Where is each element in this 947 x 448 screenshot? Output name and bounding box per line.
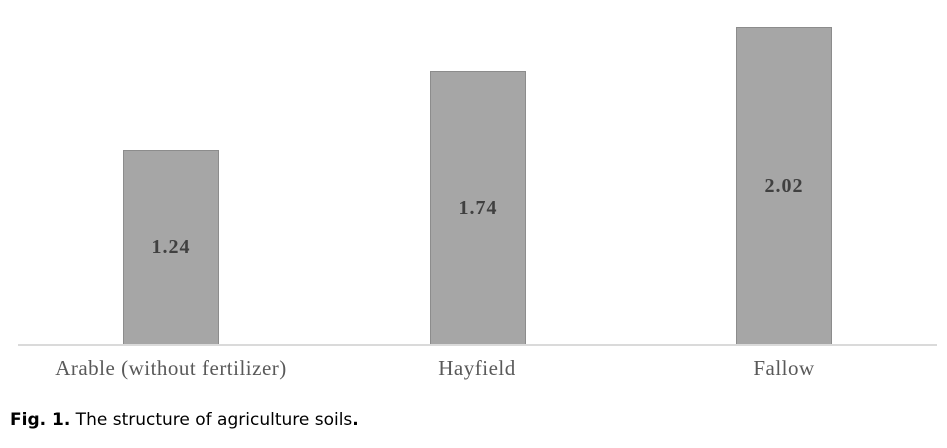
category-label-2: Hayfield	[438, 356, 516, 380]
x-axis-line	[18, 344, 937, 346]
bar-2: 1.74	[430, 71, 526, 345]
caption-figure-label: Fig. 1.	[10, 410, 71, 430]
bar-value-label: 1.24	[151, 236, 191, 258]
bar-1: 1.24	[123, 150, 219, 345]
category-label-3: Fallow	[753, 356, 815, 380]
caption-end-period: .	[352, 410, 359, 430]
caption-text: The structure of agriculture soils	[70, 410, 353, 430]
figure-caption: Fig. 1. The structure of agriculture soi…	[10, 410, 359, 430]
bar-value-label: 2.02	[764, 174, 804, 197]
category-label-1: Arable (without fertilizer)	[55, 356, 287, 380]
bar-3: 2.02	[736, 27, 832, 345]
bar-value-label: 1.74	[458, 196, 498, 219]
